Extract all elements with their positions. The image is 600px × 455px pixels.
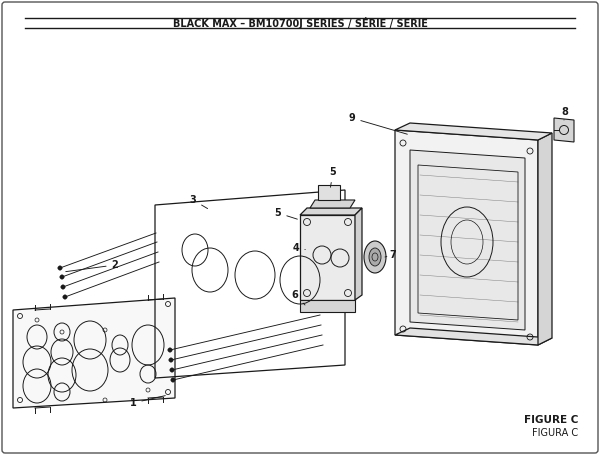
Text: 5: 5: [275, 208, 298, 219]
Circle shape: [169, 358, 173, 362]
Ellipse shape: [364, 241, 386, 273]
Text: 5: 5: [329, 167, 337, 187]
Polygon shape: [395, 130, 538, 345]
Text: BLACK MAX – BM10700J SERIES / SÉRIE / SERIE: BLACK MAX – BM10700J SERIES / SÉRIE / SE…: [173, 17, 427, 29]
Polygon shape: [355, 208, 362, 300]
Text: 9: 9: [349, 113, 407, 134]
Polygon shape: [554, 118, 574, 142]
Polygon shape: [13, 298, 175, 408]
Text: 4: 4: [293, 243, 305, 253]
Circle shape: [61, 285, 65, 289]
Text: 7: 7: [385, 250, 397, 260]
Polygon shape: [395, 123, 552, 140]
Polygon shape: [538, 133, 552, 345]
Circle shape: [170, 368, 174, 372]
Text: FIGURE C: FIGURE C: [524, 415, 578, 425]
Polygon shape: [395, 328, 552, 345]
Circle shape: [168, 348, 172, 352]
Polygon shape: [300, 215, 355, 300]
Text: 2: 2: [66, 260, 118, 272]
Text: FIGURA C: FIGURA C: [532, 428, 578, 438]
Polygon shape: [310, 200, 355, 208]
Polygon shape: [410, 150, 525, 330]
Polygon shape: [300, 208, 362, 215]
Text: 8: 8: [562, 107, 568, 120]
Text: 3: 3: [190, 195, 208, 208]
Polygon shape: [300, 300, 355, 312]
Text: 6: 6: [292, 290, 305, 305]
Circle shape: [63, 295, 67, 299]
Circle shape: [60, 275, 64, 279]
Circle shape: [58, 266, 62, 270]
Ellipse shape: [369, 248, 381, 266]
Polygon shape: [318, 185, 340, 200]
Circle shape: [171, 378, 175, 382]
Text: 1: 1: [130, 395, 165, 408]
